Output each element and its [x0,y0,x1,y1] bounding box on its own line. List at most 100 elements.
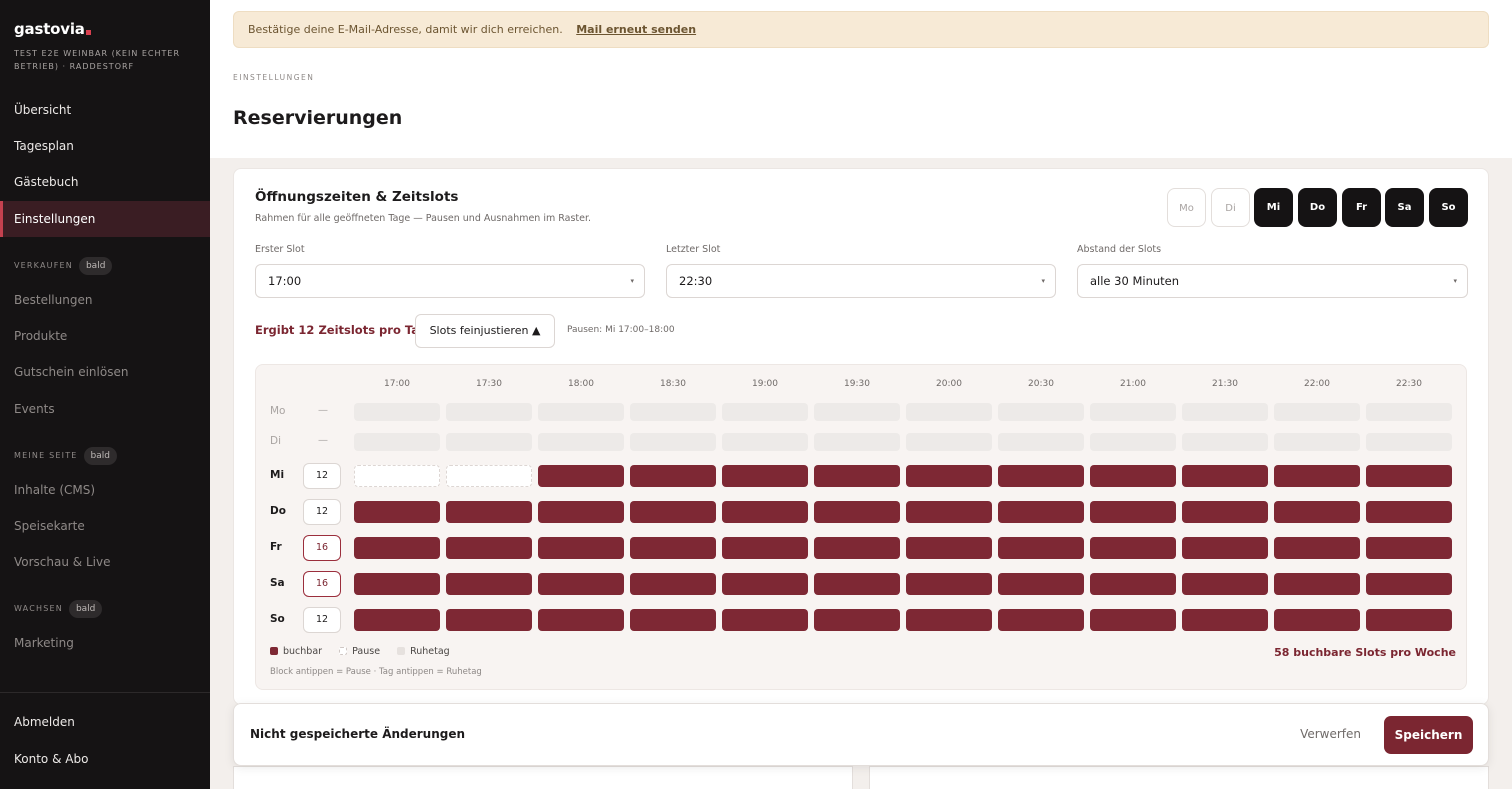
slot-block-book[interactable] [906,537,992,559]
slot-block-rest[interactable] [814,433,900,451]
row-slot-count-input[interactable]: 16 [303,535,341,561]
day-toggle-so[interactable]: So [1429,188,1468,227]
resend-mail-link[interactable]: Mail erneut senden [576,23,697,36]
slot-block-book[interactable] [1366,609,1452,631]
slot-block-book[interactable] [630,573,716,595]
nav-item-vorschau[interactable]: Vorschau & Live [14,555,111,569]
nav-item-uebersicht[interactable]: Übersicht [14,103,72,117]
row-day-label[interactable]: Sa [270,577,285,589]
slot-block-book[interactable] [1366,501,1452,523]
row-day-label[interactable]: So [270,613,285,625]
fine-tune-slots-button[interactable]: Slots feinjustieren ▲ [415,314,555,348]
slot-block-book[interactable] [1090,465,1176,487]
slot-block-book[interactable] [1274,501,1360,523]
row-day-label[interactable]: Di [270,435,282,447]
row-slot-count-input[interactable]: 12 [303,499,341,525]
row-day-label[interactable]: Mo [270,405,286,417]
slot-block-book[interactable] [814,537,900,559]
nav-item-gutschein[interactable]: Gutschein einlösen [14,365,129,379]
slot-block-book[interactable] [1274,465,1360,487]
slot-block-rest[interactable] [1274,403,1360,421]
slot-block-book[interactable] [1182,537,1268,559]
slot-block-rest[interactable] [1274,433,1360,451]
slot-block-book[interactable] [630,501,716,523]
row-slot-count-input[interactable]: 12 [303,607,341,633]
slot-block-book[interactable] [814,573,900,595]
nav-item-gaestebuch[interactable]: Gästebuch [14,175,79,189]
slot-block-book[interactable] [538,501,624,523]
slot-block-book[interactable] [1366,573,1452,595]
slot-block-rest[interactable] [630,433,716,451]
slot-block-rest[interactable] [1090,403,1176,421]
slot-block-rest[interactable] [998,433,1084,451]
slot-block-book[interactable] [722,465,808,487]
slot-block-book[interactable] [998,537,1084,559]
slot-block-book[interactable] [1366,465,1452,487]
slot-block-book[interactable] [998,501,1084,523]
slot-block-book[interactable] [538,537,624,559]
slot-block-rest[interactable] [446,403,532,421]
account-link[interactable]: Konto & Abo [14,752,89,766]
slot-block-book[interactable] [630,609,716,631]
slot-block-rest[interactable] [446,433,532,451]
slot-block-rest[interactable] [906,403,992,421]
slot-block-book[interactable] [538,573,624,595]
slot-block-rest[interactable] [630,403,716,421]
slot-block-book[interactable] [998,573,1084,595]
slot-block-book[interactable] [1090,609,1176,631]
slot-block-book[interactable] [354,573,440,595]
slot-block-book[interactable] [446,501,532,523]
slot-block-rest[interactable] [1366,433,1452,451]
last-slot-select[interactable]: 22:30 ▾ [666,264,1056,298]
slot-block-book[interactable] [630,537,716,559]
slot-block-book[interactable] [814,609,900,631]
slot-block-book[interactable] [1182,609,1268,631]
brand-logo[interactable]: gastovia [14,20,91,38]
slot-block-book[interactable] [906,573,992,595]
slot-block-book[interactable] [354,537,440,559]
day-toggle-mo[interactable]: Mo [1167,188,1206,227]
day-toggle-di[interactable]: Di [1211,188,1250,227]
nav-item-events[interactable]: Events [14,402,55,416]
slot-block-rest[interactable] [814,403,900,421]
slot-block-book[interactable] [354,609,440,631]
slot-block-book[interactable] [538,465,624,487]
slot-block-rest[interactable] [354,433,440,451]
slot-block-book[interactable] [906,501,992,523]
slot-block-book[interactable] [538,609,624,631]
slot-block-book[interactable] [722,573,808,595]
nav-item-bestellungen[interactable]: Bestellungen [14,293,93,307]
row-day-label[interactable]: Do [270,505,286,517]
slot-block-rest[interactable] [1182,403,1268,421]
nav-item-einstellungen[interactable]: Einstellungen [0,201,210,237]
slot-block-book[interactable] [722,609,808,631]
slot-block-book[interactable] [998,465,1084,487]
slot-block-book[interactable] [1182,501,1268,523]
nav-item-produkte[interactable]: Produkte [14,329,68,343]
slot-block-book[interactable] [1090,573,1176,595]
slot-block-rest[interactable] [538,403,624,421]
logout-link[interactable]: Abmelden [14,715,75,729]
slot-block-book[interactable] [1182,573,1268,595]
slot-block-book[interactable] [1274,573,1360,595]
interval-select[interactable]: alle 30 Minuten ▾ [1077,264,1468,298]
row-day-label[interactable]: Mi [270,469,285,481]
slot-block-rest[interactable] [906,433,992,451]
save-button[interactable]: Speichern [1384,716,1473,754]
slot-block-book[interactable] [354,501,440,523]
slot-block-book[interactable] [1090,537,1176,559]
slot-block-book[interactable] [446,537,532,559]
discard-button[interactable]: Verwerfen [1300,727,1361,741]
slot-block-book[interactable] [1090,501,1176,523]
slot-block-book[interactable] [906,609,992,631]
day-toggle-do[interactable]: Do [1298,188,1337,227]
slot-block-rest[interactable] [1366,403,1452,421]
slot-block-book[interactable] [722,501,808,523]
row-day-label[interactable]: Fr [270,541,282,553]
day-toggle-mi[interactable]: Mi [1254,188,1293,227]
day-toggle-sa[interactable]: Sa [1385,188,1424,227]
slot-block-book[interactable] [1274,609,1360,631]
slot-block-pause[interactable] [354,465,440,487]
slot-block-book[interactable] [998,609,1084,631]
slot-block-rest[interactable] [722,433,808,451]
